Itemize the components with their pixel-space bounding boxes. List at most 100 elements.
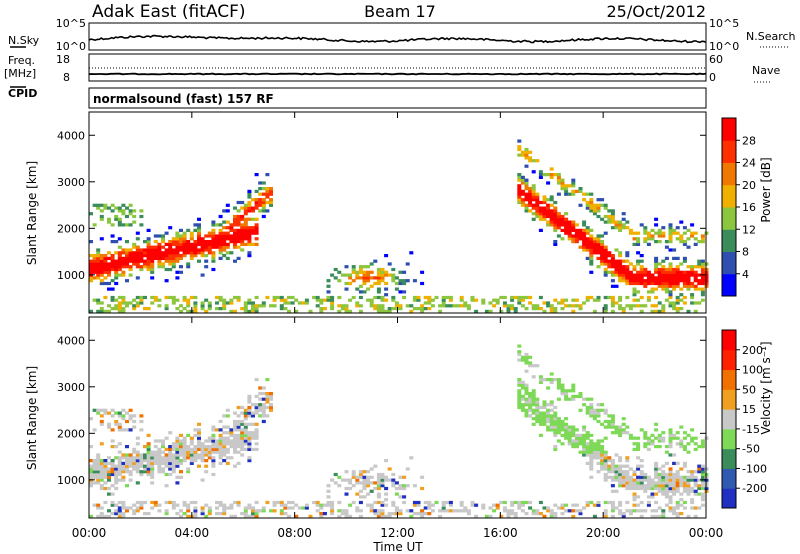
- velocity-cell: [607, 456, 612, 460]
- velocity-cell: [650, 478, 655, 482]
- velocity-cell: [524, 512, 529, 516]
- velocity-cell: [215, 428, 219, 432]
- power-cell: [240, 231, 245, 235]
- velocity-cell: [258, 405, 263, 410]
- power-cell: [182, 251, 187, 255]
- velocity-cell: [171, 470, 176, 474]
- velocity-cell: [348, 478, 353, 482]
- velocity-cell: [506, 514, 511, 518]
- velocity-cell: [143, 464, 147, 468]
- x-tick-label: 12:00: [380, 526, 415, 540]
- velocity-cell: [556, 439, 561, 443]
- velocity-cell: [207, 456, 212, 460]
- velocity-cell: [556, 422, 561, 426]
- velocity-cell: [128, 478, 133, 482]
- power-cell: [265, 295, 270, 300]
- velocity-cell: [610, 475, 615, 479]
- velocity-cell: [441, 506, 446, 510]
- power-cell: [161, 234, 165, 238]
- colorbar-tick-label: 200: [742, 344, 763, 357]
- power-cell: [384, 281, 389, 286]
- velocity-cell: [182, 459, 187, 463]
- velocity-cell: [344, 509, 349, 513]
- power-cell: [546, 223, 551, 227]
- power-cell: [610, 256, 615, 260]
- power-cell: [110, 240, 115, 244]
- velocity-cell: [218, 419, 223, 424]
- colorbar-segment: [722, 207, 736, 230]
- power-cell: [222, 237, 227, 241]
- power-cell: [412, 279, 417, 283]
- velocity-cell: [114, 472, 119, 477]
- velocity-cell: [247, 394, 252, 398]
- velocity-cell: [596, 419, 601, 424]
- velocity-cell: [654, 445, 659, 449]
- power-cell: [664, 270, 669, 274]
- power-cell: [603, 273, 608, 277]
- velocity-cell: [679, 442, 684, 446]
- velocity-cell: [99, 514, 104, 518]
- velocity-cell: [240, 439, 245, 443]
- power-cell: [135, 301, 140, 305]
- colorbar-segment: [722, 488, 736, 509]
- power-cell: [585, 228, 590, 232]
- power-cell: [679, 307, 684, 311]
- velocity-cell: [582, 433, 587, 437]
- velocity-cell: [693, 447, 698, 451]
- power-cell: [668, 279, 673, 283]
- velocity-cell: [254, 514, 259, 518]
- velocity-cell: [546, 509, 551, 513]
- velocity-cell: [117, 428, 122, 432]
- velocity-cell: [236, 422, 241, 426]
- velocity-cell: [211, 464, 216, 468]
- power-cell: [164, 231, 169, 235]
- velocity-cell: [243, 431, 248, 435]
- velocity-cell: [315, 509, 320, 513]
- power-cell: [186, 265, 191, 269]
- power-cell: [697, 281, 702, 286]
- power-cell: [672, 287, 677, 291]
- power-cell: [168, 254, 173, 258]
- power-cell: [164, 304, 169, 308]
- power-cell: [567, 223, 572, 227]
- velocity-cell: [434, 500, 439, 505]
- velocity-cell: [524, 361, 529, 365]
- velocity-cell: [229, 442, 234, 446]
- velocity-cell: [672, 512, 677, 516]
- power-cell: [211, 240, 216, 244]
- velocity-cell: [697, 484, 702, 488]
- velocity-cell: [693, 475, 698, 479]
- colorbar-tick-label: 16: [742, 201, 756, 214]
- velocity-cell: [524, 369, 529, 373]
- velocity-cell: [628, 475, 633, 479]
- power-cell: [358, 284, 363, 288]
- velocity-cell: [675, 470, 680, 474]
- velocity-cell: [240, 433, 245, 437]
- power-cell: [193, 295, 198, 300]
- power-cell: [549, 212, 554, 216]
- power-cell: [247, 209, 252, 213]
- power-cell: [99, 237, 104, 241]
- power-cell: [596, 234, 601, 238]
- power-cell: [448, 298, 453, 302]
- power-cell: [330, 304, 335, 308]
- velocity-cell: [697, 445, 702, 449]
- velocity-cell: [258, 509, 263, 513]
- velocity-cell: [236, 419, 241, 424]
- velocity-cell: [603, 509, 608, 513]
- power-cell: [517, 198, 522, 202]
- velocity-cell: [697, 506, 702, 510]
- velocity-cell: [380, 500, 385, 505]
- power-cell: [560, 237, 565, 241]
- velocity-cell: [531, 509, 536, 513]
- power-cell: [646, 298, 651, 302]
- power-cell: [218, 307, 223, 311]
- power-cell: [394, 287, 399, 291]
- power-cell: [215, 301, 219, 305]
- velocity-cell: [358, 481, 363, 485]
- power-cell: [556, 212, 561, 216]
- power-cell: [96, 248, 101, 252]
- velocity-cell: [186, 450, 191, 454]
- power-cell: [621, 265, 626, 269]
- velocity-cell: [117, 464, 122, 468]
